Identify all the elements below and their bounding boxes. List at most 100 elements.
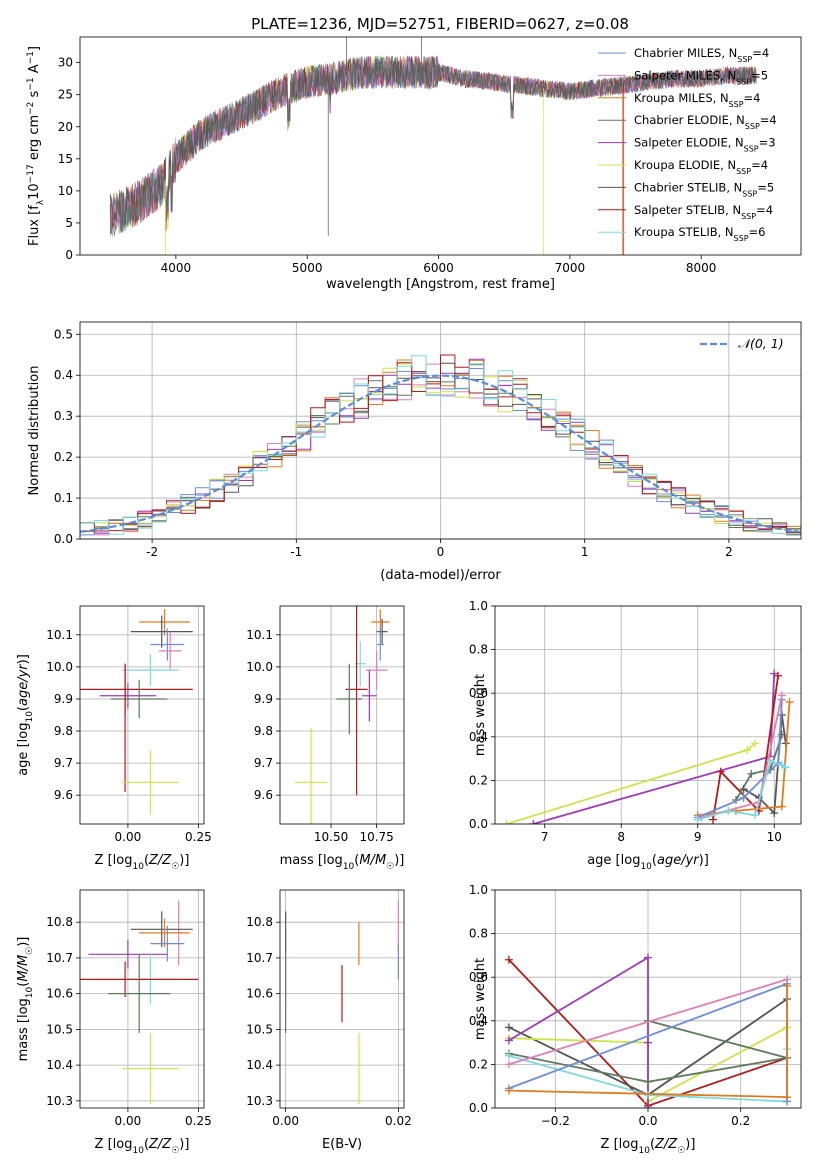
spectrum-line <box>109 55 757 236</box>
histogram-line <box>80 355 801 536</box>
weight-vs-age-frame <box>494 605 802 825</box>
mass-vs-Z-plot-area <box>80 900 199 1105</box>
y-tick-label: 0.4 <box>54 368 73 382</box>
weight-marker <box>644 1038 652 1047</box>
y-tick-label: 30 <box>58 56 73 70</box>
y-tick-label: 25 <box>58 88 73 102</box>
legend-label: Kroupa STELIB, NSSP=6 <box>634 225 765 243</box>
y-tick-label: 9.6 <box>254 788 273 802</box>
y-tick-label: 0.2 <box>54 450 73 464</box>
residuals-plot-area <box>80 354 801 536</box>
weight-marker <box>777 802 786 811</box>
weight-vs-age-plot-area <box>502 669 794 824</box>
weight-marker <box>504 1023 513 1032</box>
x-axis-label: wavelength [Angstrom, rest frame] <box>326 277 555 292</box>
weight-marker <box>644 953 652 962</box>
weight-marker <box>504 1036 513 1045</box>
age-vs-mass-axes: 10.50 10.75 9.6 9.7 9.8 9.9 10.0 10.1 <box>246 606 404 844</box>
y-tick-label: 9.7 <box>254 756 273 770</box>
x-tick-label: 8 <box>617 830 625 844</box>
weight-marker <box>504 955 513 964</box>
y-tick-label: 10.3 <box>246 1094 273 1108</box>
weight-marker <box>751 811 760 820</box>
y-tick-label: 10.3 <box>46 1094 73 1108</box>
x-axis-label: Z [log10(Z/Z☉)] <box>95 1137 190 1156</box>
y-tick-label: 0.3 <box>54 409 73 423</box>
x-axis-label: age [log10(age/yr)] <box>587 853 709 872</box>
y-tick-label: 10.4 <box>46 1058 73 1072</box>
x-axis-label: mass [log10(M/M☉)] <box>280 853 405 872</box>
y-tick-label: 15 <box>58 152 73 166</box>
y-tick-label: 5 <box>65 216 73 230</box>
x-axis-label: (data-model)/error <box>380 568 501 583</box>
weight-marker <box>783 1093 792 1102</box>
y-axis-label: mass [log10(M/M☉)] <box>16 937 35 1062</box>
x-tick-label: 0.25 <box>185 1114 212 1128</box>
weight-line <box>508 956 649 1108</box>
y-tick-label: 20 <box>58 120 73 134</box>
weight-marker <box>709 815 718 824</box>
y-tick-label: 0.8 <box>469 927 488 941</box>
y-tick-label: 10.1 <box>246 628 273 642</box>
weight-line <box>533 673 776 824</box>
weight-marker <box>785 697 794 706</box>
mass-vs-EBV-frame <box>279 889 405 1109</box>
y-tick-label: 0.8 <box>469 643 488 657</box>
weight-marker <box>774 671 783 680</box>
y-tick-label: 0.6 <box>469 970 488 984</box>
figure-title: PLATE=1236, MJD=52751, FIBERID=0627, z=0… <box>251 15 629 33</box>
legend-label: Salpeter ELODIE, NSSP=3 <box>634 136 776 154</box>
legend-label: Salpeter STELIB, NSSP=4 <box>634 203 773 221</box>
legend-label: Chabrier MILES, NSSP=4 <box>634 46 769 64</box>
legend-label: 𝒩(0, 1) <box>738 336 784 351</box>
x-tick-label: 10 <box>767 830 782 844</box>
y-tick-label: 10.6 <box>246 987 273 1001</box>
y-tick-label: 10.8 <box>46 915 73 929</box>
spectrum-legend: Chabrier MILES, NSSP=4 Salpeter MILES, NS… <box>598 46 777 243</box>
weight-marker <box>743 745 752 754</box>
spectrum-plot-area <box>109 37 757 255</box>
age-vs-Z-plot-area <box>80 609 193 815</box>
x-tick-label: 5000 <box>292 261 323 275</box>
x-tick-label: -2 <box>146 545 158 559</box>
x-axis-label: Z [log10(Z/Z☉)] <box>601 1137 696 1156</box>
y-tick-label: 0.4 <box>469 1014 488 1028</box>
y-tick-label: 10.4 <box>246 1058 273 1072</box>
normal-curve <box>80 374 799 533</box>
y-tick-label: 1.0 <box>469 883 488 897</box>
residuals-axes: -2 -1 0 1 2 0.0 0.1 0.2 0.3 0.4 0.5 <box>54 322 801 559</box>
weight-marker <box>739 793 748 802</box>
weight-marker <box>644 1077 652 1086</box>
x-tick-label: 7 <box>541 830 549 844</box>
weight-line <box>508 978 788 1066</box>
x-tick-label: 6000 <box>423 261 454 275</box>
y-tick-label: 0 <box>65 248 73 262</box>
weight-line <box>712 675 779 820</box>
weight-marker <box>644 1090 652 1099</box>
y-tick-label: 9.8 <box>54 724 73 738</box>
y-tick-label: 9.7 <box>54 756 73 770</box>
age-vs-mass-plot-area <box>294 606 390 824</box>
y-tick-label: 0.0 <box>469 817 488 831</box>
y-tick-label: 1.0 <box>469 599 488 613</box>
y-tick-label: 0.1 <box>54 491 73 505</box>
x-tick-label: 4000 <box>161 261 192 275</box>
x-tick-label: 2 <box>725 545 733 559</box>
weight-marker <box>724 806 733 815</box>
y-tick-label: 10.5 <box>246 1022 273 1036</box>
y-tick-label: 0.0 <box>54 532 73 546</box>
y-axis-label: mass weight <box>473 958 488 1040</box>
weight-marker <box>739 785 748 794</box>
legend-label: Chabrier STELIB, NSSP=5 <box>634 180 774 198</box>
y-axis-label: mass weight <box>473 674 488 756</box>
x-tick-label: 10.50 <box>314 830 348 844</box>
age-vs-mass-frame <box>279 605 405 825</box>
y-tick-label: 10.0 <box>46 660 73 674</box>
weight-marker <box>777 691 786 700</box>
weight-marker <box>716 767 725 776</box>
y-tick-label: 0.6 <box>469 686 488 700</box>
y-axis-label: Normed distribution <box>27 366 42 496</box>
weight-marker <box>644 1104 652 1108</box>
weight-line <box>508 1019 788 1083</box>
